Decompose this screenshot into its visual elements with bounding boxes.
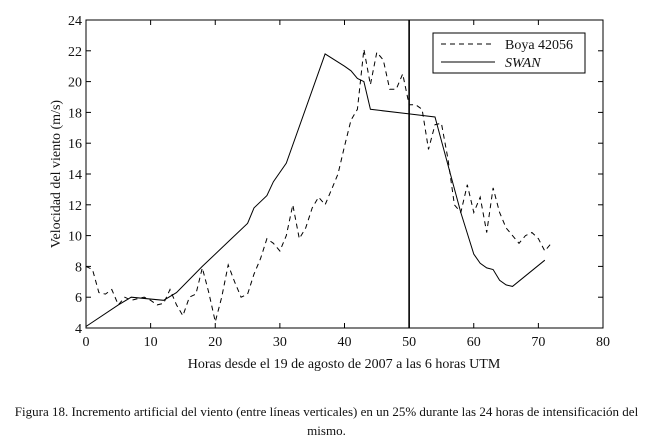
legend-label: Boya 42056 [505,38,573,53]
x-tick-label: 70 [531,335,545,350]
x-tick-label: 30 [273,335,287,350]
y-tick-label: 6 [75,291,82,306]
x-tick-label: 80 [596,335,610,350]
y-tick-label: 24 [68,14,82,29]
x-tick-label: 20 [208,335,222,350]
x-tick-label: 60 [467,335,481,350]
series-line [85,49,552,322]
legend-label: SWAN [505,56,541,71]
y-tick-label: 20 [68,76,82,91]
y-axis-label: Velocidad del viento (m/s) [49,100,64,248]
y-tick-label: 12 [68,199,82,214]
y-tick-label: 4 [75,322,82,337]
y-tick-label: 18 [68,106,82,121]
y-tick-label: 22 [68,45,82,60]
chart: Horas desde el 19 de agosto de 2007 a la… [49,14,610,372]
y-tick-label: 10 [68,230,82,245]
y-tick-label: 14 [68,168,82,183]
series-line [85,53,546,327]
legend-box [432,32,586,74]
figure-caption: Figura 18. Incremento artificial del vie… [14,404,639,438]
y-tick-label: 16 [68,137,82,152]
x-tick-label: 0 [83,335,90,350]
x-tick-label: 40 [338,335,352,350]
x-tick-label: 50 [402,335,416,350]
y-tick-label: 8 [75,260,82,275]
x-axis-label: Horas desde el 19 de agosto de 2007 a la… [188,357,501,372]
x-tick-label: 10 [144,335,158,350]
